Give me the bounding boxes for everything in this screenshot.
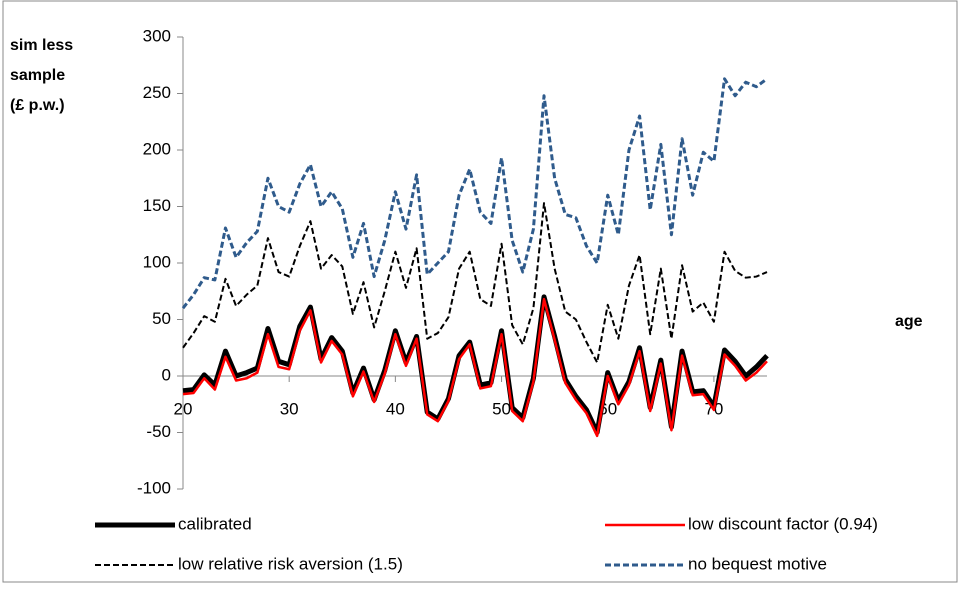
legend-label: no bequest motive [688,554,827,573]
legend-label: low discount factor (0.94) [688,514,878,533]
series-line [182,202,768,364]
series-line [182,297,768,438]
x-tick-label: 20 [174,399,193,418]
x-axis-label: age [895,313,923,330]
y-tick-label: 0 [162,365,171,384]
y-axis-label: (£ p.w.) [10,97,65,114]
y-tick-label: 50 [152,309,171,328]
y-tick-label: 200 [143,139,171,158]
y-tick-label: 100 [143,252,171,271]
x-tick-label: 40 [386,399,405,418]
series-line [181,77,768,310]
x-tick-label: 30 [280,399,299,418]
y-tick-label: 250 [143,83,171,102]
y-tick-label: -100 [137,478,171,497]
y-tick-label: 150 [143,196,171,215]
y-tick-label: 300 [143,26,171,45]
y-axis-label: sample [10,67,65,84]
legend-label: low relative risk aversion (1.5) [178,554,403,573]
x-tick-label: 50 [492,399,511,418]
y-tick-label: -50 [146,422,171,441]
y-axis-label: sim less [10,37,73,54]
legend-label: calibrated [178,514,252,533]
